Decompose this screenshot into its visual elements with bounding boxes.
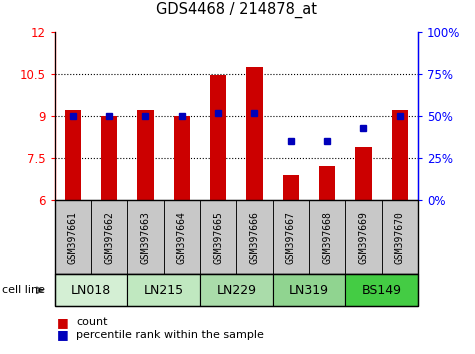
- Text: GSM397664: GSM397664: [177, 211, 187, 264]
- Bar: [55, 200, 91, 274]
- Bar: [137, 110, 153, 200]
- Bar: [210, 75, 226, 200]
- Bar: [200, 274, 273, 306]
- Text: LN229: LN229: [216, 284, 256, 297]
- Bar: [237, 200, 273, 274]
- Bar: [345, 200, 381, 274]
- Text: GSM397665: GSM397665: [213, 211, 223, 264]
- Bar: [91, 200, 127, 274]
- Bar: [283, 175, 299, 200]
- Text: LN319: LN319: [289, 284, 329, 297]
- Text: cell line: cell line: [2, 285, 46, 295]
- Bar: [355, 147, 371, 200]
- Bar: [163, 200, 200, 274]
- Bar: [392, 110, 408, 200]
- Bar: [127, 200, 163, 274]
- Bar: [101, 116, 117, 200]
- Bar: [55, 274, 127, 306]
- Text: LN215: LN215: [143, 284, 184, 297]
- Text: GSM397663: GSM397663: [141, 211, 151, 264]
- Text: GDS4468 / 214878_at: GDS4468 / 214878_at: [156, 1, 317, 18]
- Text: BS149: BS149: [361, 284, 402, 297]
- Text: LN018: LN018: [71, 284, 111, 297]
- Bar: [127, 274, 200, 306]
- Bar: [345, 274, 418, 306]
- Bar: [200, 200, 237, 274]
- Bar: [319, 166, 335, 200]
- Text: GSM397666: GSM397666: [249, 211, 259, 264]
- Text: GSM397662: GSM397662: [104, 211, 114, 264]
- Text: ■: ■: [57, 328, 69, 341]
- Text: GSM397668: GSM397668: [322, 211, 332, 264]
- Bar: [309, 200, 345, 274]
- Bar: [381, 200, 418, 274]
- Bar: [65, 110, 81, 200]
- Text: count: count: [76, 317, 107, 327]
- Text: GSM397667: GSM397667: [286, 211, 296, 264]
- Text: GSM397661: GSM397661: [68, 211, 78, 264]
- Bar: [247, 67, 263, 200]
- Bar: [174, 116, 190, 200]
- Bar: [273, 200, 309, 274]
- Bar: [273, 274, 345, 306]
- Text: GSM397670: GSM397670: [395, 211, 405, 264]
- Text: GSM397669: GSM397669: [359, 211, 369, 264]
- Text: ■: ■: [57, 316, 69, 329]
- Text: percentile rank within the sample: percentile rank within the sample: [76, 330, 264, 339]
